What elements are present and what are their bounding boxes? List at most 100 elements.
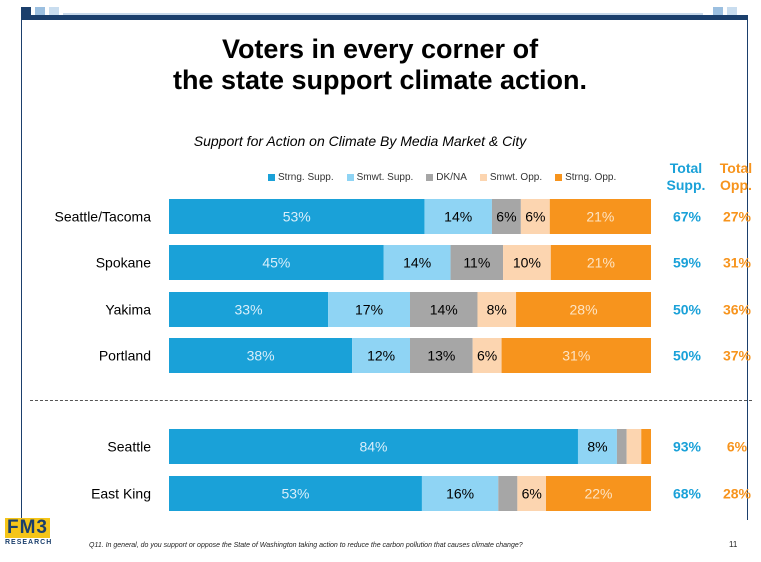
bar-data-label: 14%	[430, 302, 458, 318]
bar-segment	[517, 476, 547, 511]
title-line-1: Voters in every corner of	[221, 34, 539, 64]
bar-data-label: 14%	[444, 209, 472, 225]
total-opp-value: 37%	[723, 348, 752, 364]
bar-data-label: 31%	[562, 348, 590, 364]
bar-segment	[516, 292, 651, 327]
bar-segment	[410, 338, 473, 373]
bar-data-label: 12%	[367, 348, 395, 364]
header-bar	[21, 15, 748, 20]
total-supp-header-line1: Total	[669, 160, 703, 176]
bar-segment	[577, 429, 617, 464]
bar-data-label: 53%	[281, 486, 309, 502]
category-label: Seattle	[107, 439, 151, 455]
bar-segment	[641, 429, 651, 464]
legend-swatch	[479, 174, 487, 181]
total-opp-value: 31%	[723, 255, 752, 271]
bar-data-label: 6%	[477, 348, 497, 364]
fm3-logo: FM3 RESEARCH	[5, 518, 87, 547]
legend-item-strong-opp: Strng. Opp.	[555, 172, 616, 183]
legend-item-strong-supp: Strng. Supp.	[268, 172, 334, 183]
page-title: Voters in every corner of the state supp…	[60, 34, 700, 96]
bar-segment	[169, 338, 353, 373]
bar-segment	[503, 245, 551, 280]
bar-segment	[472, 338, 502, 373]
total-opp-value: 28%	[723, 486, 752, 502]
bar-segment	[450, 245, 504, 280]
bar-segment	[626, 429, 642, 464]
bar-data-label: 6%	[525, 209, 545, 225]
bar-segment	[491, 199, 521, 234]
total-opp-value: 36%	[723, 302, 752, 318]
bar-data-label: 22%	[584, 486, 612, 502]
bar-segment	[352, 338, 410, 373]
bar-segment	[498, 476, 518, 511]
total-supp-value: 50%	[673, 302, 702, 318]
bar-data-label: 17%	[355, 302, 383, 318]
bar-segment	[477, 292, 517, 327]
header-square-3	[49, 7, 59, 17]
header-square-4	[713, 7, 723, 17]
bar-segment	[169, 245, 384, 280]
bar-segment	[421, 476, 499, 511]
bar-data-label: 6%	[496, 209, 516, 225]
bar-segment	[520, 199, 550, 234]
bar-data-label: 53%	[283, 209, 311, 225]
bar-data-label: 6%	[522, 486, 542, 502]
category-label: Yakima	[105, 302, 151, 318]
legend-label: Smwt. Supp.	[356, 172, 414, 183]
bar-segment	[169, 292, 329, 327]
total-supp-header-line2: Supp.	[666, 177, 706, 193]
category-label: Spokane	[96, 255, 151, 271]
bar-segment	[169, 476, 422, 511]
bar-data-label: 84%	[359, 439, 387, 455]
bar-data-label: 45%	[262, 255, 290, 271]
bar-data-label: 11%	[463, 255, 490, 271]
total-opp-header-line1: Total	[719, 160, 753, 176]
bar-segment	[169, 199, 425, 234]
page-number: 11	[729, 540, 738, 549]
legend-label: DK/NA	[436, 172, 467, 183]
frame-right	[747, 20, 748, 520]
bar-data-label: 38%	[247, 348, 275, 364]
bar-data-label: 8%	[587, 439, 607, 455]
bar-segment	[616, 429, 627, 464]
chart-title: Support for Action on Climate By Media M…	[193, 133, 527, 149]
frame-left	[21, 20, 22, 520]
title-line-2: the state support climate action.	[172, 65, 588, 95]
bar-segment	[546, 476, 651, 511]
legend-label: Strng. Supp.	[278, 172, 334, 183]
category-label: East King	[91, 486, 151, 502]
category-label: Seattle/Tacoma	[55, 209, 152, 225]
legend-swatch	[268, 174, 275, 181]
bar-data-label: 28%	[570, 302, 598, 318]
bar-segment	[410, 292, 478, 327]
bar-data-label: 16%	[446, 486, 474, 502]
bar-segment	[328, 292, 410, 327]
bar-data-label: 10%	[513, 255, 541, 271]
header-light-bar	[63, 13, 703, 15]
header-square-1	[21, 7, 31, 17]
header-square-5	[727, 7, 737, 17]
bar-segment	[424, 199, 492, 234]
total-supp-value: 50%	[673, 348, 702, 364]
total-supp-value: 68%	[673, 486, 702, 502]
legend-item-smwt-supp: Smwt. Supp.	[346, 172, 414, 183]
logo-main: FM3	[5, 517, 50, 538]
total-supp-value: 93%	[673, 439, 702, 455]
bar-segment	[501, 338, 651, 373]
bar-data-label: 14%	[403, 255, 431, 271]
bar-segment	[169, 429, 578, 464]
logo-sub: RESEARCH	[5, 539, 53, 546]
bar-data-label: 33%	[235, 302, 263, 318]
total-supp-value: 59%	[673, 255, 702, 271]
total-opp-value: 27%	[723, 209, 752, 225]
legend-label: Smwt. Opp.	[489, 172, 543, 183]
question-footnote: Q11. In general, do you support or oppos…	[89, 542, 523, 549]
bar-data-label: 21%	[587, 255, 615, 271]
total-opp-header-line2: Opp.	[720, 177, 752, 193]
total-opp-header: Total Opp.	[714, 160, 758, 194]
bar-data-label: 8%	[487, 302, 507, 318]
header-square-2	[35, 7, 45, 17]
